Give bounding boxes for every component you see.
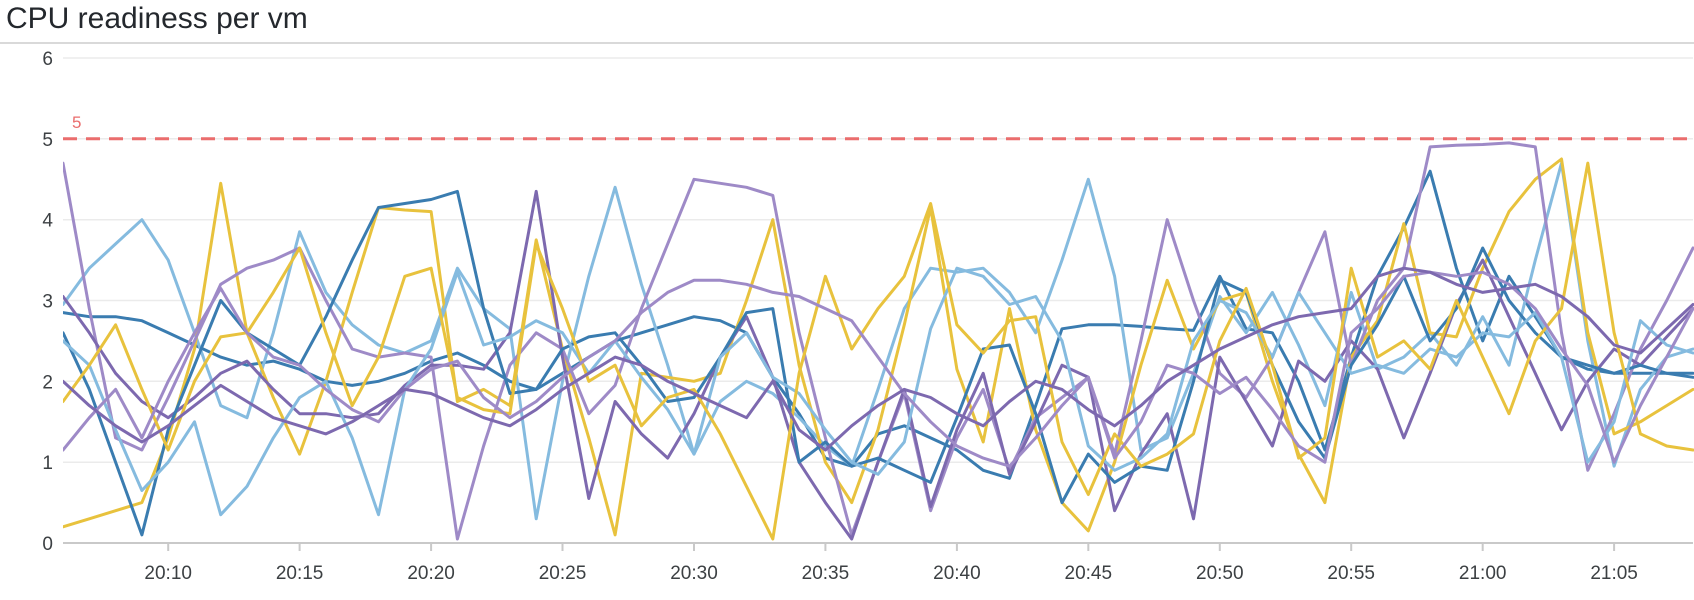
x-axis-label-21:00: 21:00 [1459,563,1507,584]
y-axis-label-0: 0 [42,534,53,555]
x-axis-label-20:50: 20:50 [1196,563,1244,584]
series-line-vm-10 [63,266,1694,452]
page-title: CPU readiness per vm [6,2,308,35]
y-axis-label-4: 4 [42,211,53,232]
x-axis-label-21:05: 21:05 [1590,563,1638,584]
x-axis-label-20:25: 20:25 [539,563,587,584]
x-axis-label-20:40: 20:40 [933,563,981,584]
series-line-vm-09 [63,270,1694,468]
x-axis-label-20:45: 20:45 [1065,563,1113,584]
series-line-vm-07 [63,266,1694,517]
threshold-label: 5 [72,113,81,132]
series-line-vm-06 [63,189,1694,537]
y-axis-label-2: 2 [42,372,53,393]
panel-header: CPU readiness per vm [0,0,1694,44]
x-axis-label-20:55: 20:55 [1327,563,1375,584]
x-axis-label-20:10: 20:10 [144,563,192,584]
x-axis-label-20:30: 20:30 [670,563,718,584]
y-axis-label-6: 6 [42,49,53,70]
y-axis-label-3: 3 [42,292,53,313]
y-axis-label-5: 5 [42,130,53,151]
series-group [63,141,1694,541]
series-line-vm-04 [63,141,1694,541]
x-axis-label-20:20: 20:20 [407,563,455,584]
x-axis-label-20:35: 20:35 [802,563,850,584]
series-line-vm-05 [63,189,1694,541]
y-axis-label-1: 1 [42,453,53,474]
series-line-vm-03 [63,157,1694,537]
series-line-vm-02 [63,161,1694,521]
series-line-vm-08 [63,161,1694,541]
x-axis-label-20:15: 20:15 [276,563,324,584]
